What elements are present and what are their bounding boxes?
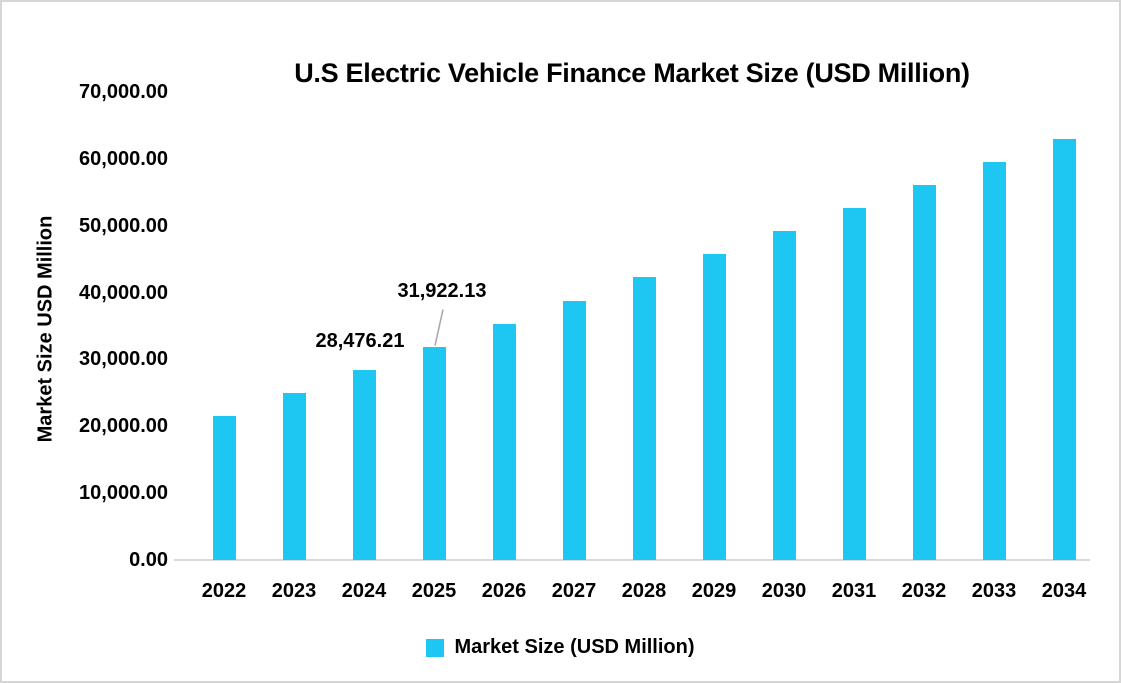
data-label-2024: 28,476.21 bbox=[315, 329, 405, 352]
x-axis-label-2030: 2030 bbox=[761, 580, 807, 602]
y-axis-tick-label: 40,000.00 bbox=[79, 281, 168, 304]
x-axis-label-2032: 2032 bbox=[901, 580, 947, 602]
bar-2026 bbox=[492, 323, 516, 560]
x-axis-label-2026: 2026 bbox=[481, 580, 527, 602]
x-axis-label-2022: 2022 bbox=[201, 580, 247, 602]
y-axis-tick-label: 70,000.00 bbox=[79, 81, 168, 103]
bar-2029 bbox=[702, 254, 726, 560]
y-axis-tick-label: 30,000.00 bbox=[79, 348, 168, 371]
x-axis-label-2023: 2023 bbox=[271, 580, 317, 602]
x-axis-label-2033: 2033 bbox=[971, 580, 1017, 602]
plot-area bbox=[174, 92, 1090, 561]
legend-label: Market Size (USD Million) bbox=[454, 636, 695, 658]
x-axis-label-2031: 2031 bbox=[831, 580, 877, 602]
bar-2027 bbox=[562, 300, 586, 560]
bar-2022 bbox=[212, 415, 236, 560]
y-axis-title: Market Size USD Million bbox=[34, 215, 57, 443]
x-axis-label-2027: 2027 bbox=[551, 580, 597, 602]
bar-2030 bbox=[772, 231, 796, 560]
bar-2031 bbox=[842, 208, 866, 560]
x-axis-line bbox=[174, 559, 1090, 561]
legend: Market Size (USD Million) bbox=[2, 636, 1119, 659]
x-axis-label-2034: 2034 bbox=[1041, 580, 1087, 602]
y-axis-tick-label: 20,000.00 bbox=[79, 415, 168, 438]
bar-2033 bbox=[982, 162, 1006, 560]
bar-2023 bbox=[282, 392, 306, 560]
x-axis-label-2028: 2028 bbox=[621, 580, 667, 602]
y-axis-tick-label: 10,000.00 bbox=[79, 482, 168, 505]
y-axis-tick-label: 0.00 bbox=[129, 549, 168, 571]
x-axis-label-2029: 2029 bbox=[691, 580, 737, 602]
x-axis-label-2025: 2025 bbox=[411, 580, 457, 602]
y-axis-tick-label: 50,000.00 bbox=[79, 214, 168, 237]
bar-2032 bbox=[912, 185, 936, 560]
bar-2028 bbox=[632, 277, 656, 560]
chart-title: U.S Electric Vehicle Finance Market Size… bbox=[294, 58, 970, 88]
x-axis-label-2024: 2024 bbox=[341, 580, 387, 602]
y-axis-tick-label: 60,000.00 bbox=[79, 147, 168, 170]
data-label-2025: 31,922.13 bbox=[397, 279, 487, 302]
legend-swatch-icon bbox=[426, 638, 445, 657]
bar-2034 bbox=[1052, 139, 1076, 560]
bar-2024 bbox=[352, 369, 376, 560]
bar-2025 bbox=[422, 346, 446, 560]
